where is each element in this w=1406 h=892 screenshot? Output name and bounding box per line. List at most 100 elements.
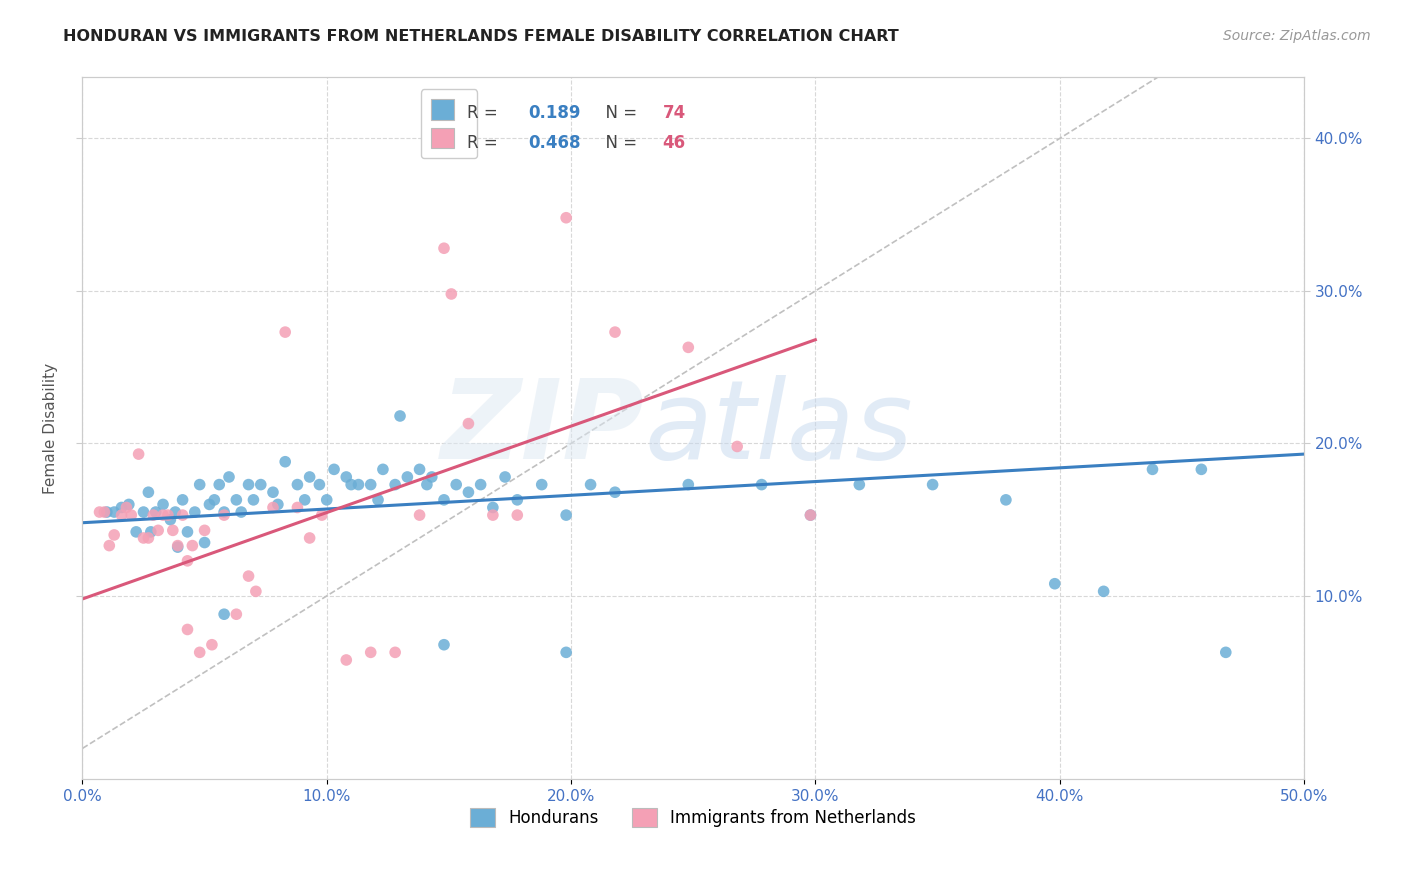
- Point: [132, 531, 155, 545]
- Text: HONDURAN VS IMMIGRANTS FROM NETHERLANDS FEMALE DISABILITY CORRELATION CHART: HONDURAN VS IMMIGRANTS FROM NETHERLANDS …: [63, 29, 898, 44]
- Point: [433, 492, 456, 507]
- Point: [201, 638, 224, 652]
- Point: [457, 417, 479, 431]
- Point: [408, 508, 430, 522]
- Point: [132, 505, 155, 519]
- Point: [274, 455, 297, 469]
- Legend: Hondurans, Immigrants from Netherlands: Hondurans, Immigrants from Netherlands: [464, 801, 922, 834]
- Point: [115, 500, 138, 515]
- Point: [238, 569, 260, 583]
- Point: [212, 607, 235, 622]
- Point: [162, 524, 184, 538]
- Point: [360, 645, 382, 659]
- Point: [1092, 584, 1115, 599]
- Point: [152, 508, 174, 522]
- Point: [420, 470, 443, 484]
- Point: [506, 492, 529, 507]
- Point: [433, 638, 456, 652]
- Y-axis label: Female Disability: Female Disability: [44, 363, 58, 494]
- Point: [225, 492, 247, 507]
- Point: [212, 508, 235, 522]
- Point: [494, 470, 516, 484]
- Point: [138, 485, 160, 500]
- Point: [166, 540, 188, 554]
- Point: [188, 645, 211, 659]
- Point: [482, 500, 505, 515]
- Point: [848, 477, 870, 491]
- Point: [139, 524, 162, 539]
- Point: [555, 508, 578, 522]
- Point: [335, 653, 357, 667]
- Point: [287, 500, 309, 515]
- Point: [262, 485, 284, 500]
- Point: [110, 500, 132, 515]
- Point: [159, 513, 181, 527]
- Point: [165, 505, 187, 519]
- Point: [176, 524, 198, 539]
- Point: [367, 492, 389, 507]
- Text: R =: R =: [467, 104, 503, 122]
- Point: [603, 485, 626, 500]
- Point: [96, 505, 118, 519]
- Point: [198, 498, 221, 512]
- Point: [218, 470, 240, 484]
- Point: [176, 623, 198, 637]
- Point: [457, 485, 479, 500]
- Point: [176, 554, 198, 568]
- Text: N =: N =: [596, 104, 643, 122]
- Point: [238, 477, 260, 491]
- Point: [389, 409, 412, 423]
- Point: [118, 498, 141, 512]
- Point: [120, 508, 142, 522]
- Point: [335, 470, 357, 484]
- Point: [262, 500, 284, 515]
- Point: [145, 505, 167, 519]
- Point: [444, 477, 467, 491]
- Point: [98, 539, 121, 553]
- Point: [274, 325, 297, 339]
- Point: [921, 477, 943, 491]
- Point: [194, 535, 217, 549]
- Point: [245, 584, 267, 599]
- Point: [678, 340, 700, 354]
- Point: [555, 645, 578, 659]
- Point: [89, 505, 111, 519]
- Text: 0.189: 0.189: [529, 104, 581, 122]
- Point: [184, 505, 207, 519]
- Point: [440, 287, 463, 301]
- Point: [202, 492, 225, 507]
- Point: [294, 492, 316, 507]
- Point: [751, 477, 773, 491]
- Point: [311, 508, 333, 522]
- Point: [579, 477, 602, 491]
- Point: [347, 477, 370, 491]
- Point: [725, 440, 748, 454]
- Point: [152, 498, 174, 512]
- Point: [212, 505, 235, 519]
- Point: [396, 470, 419, 484]
- Point: [308, 477, 330, 491]
- Point: [231, 505, 253, 519]
- Point: [128, 447, 150, 461]
- Point: [146, 524, 169, 538]
- Point: [188, 477, 211, 491]
- Point: [181, 539, 204, 553]
- Point: [323, 462, 346, 476]
- Text: ZIP: ZIP: [441, 375, 644, 482]
- Point: [166, 539, 188, 553]
- Point: [298, 470, 321, 484]
- Point: [1215, 645, 1237, 659]
- Point: [1142, 462, 1164, 476]
- Text: R =: R =: [467, 134, 503, 152]
- Point: [242, 492, 264, 507]
- Point: [287, 477, 309, 491]
- Point: [172, 508, 194, 522]
- Text: 46: 46: [662, 134, 686, 152]
- Point: [110, 508, 132, 522]
- Point: [138, 531, 160, 545]
- Text: N =: N =: [596, 134, 643, 152]
- Point: [470, 477, 492, 491]
- Point: [678, 477, 700, 491]
- Point: [799, 508, 821, 522]
- Text: 74: 74: [662, 104, 686, 122]
